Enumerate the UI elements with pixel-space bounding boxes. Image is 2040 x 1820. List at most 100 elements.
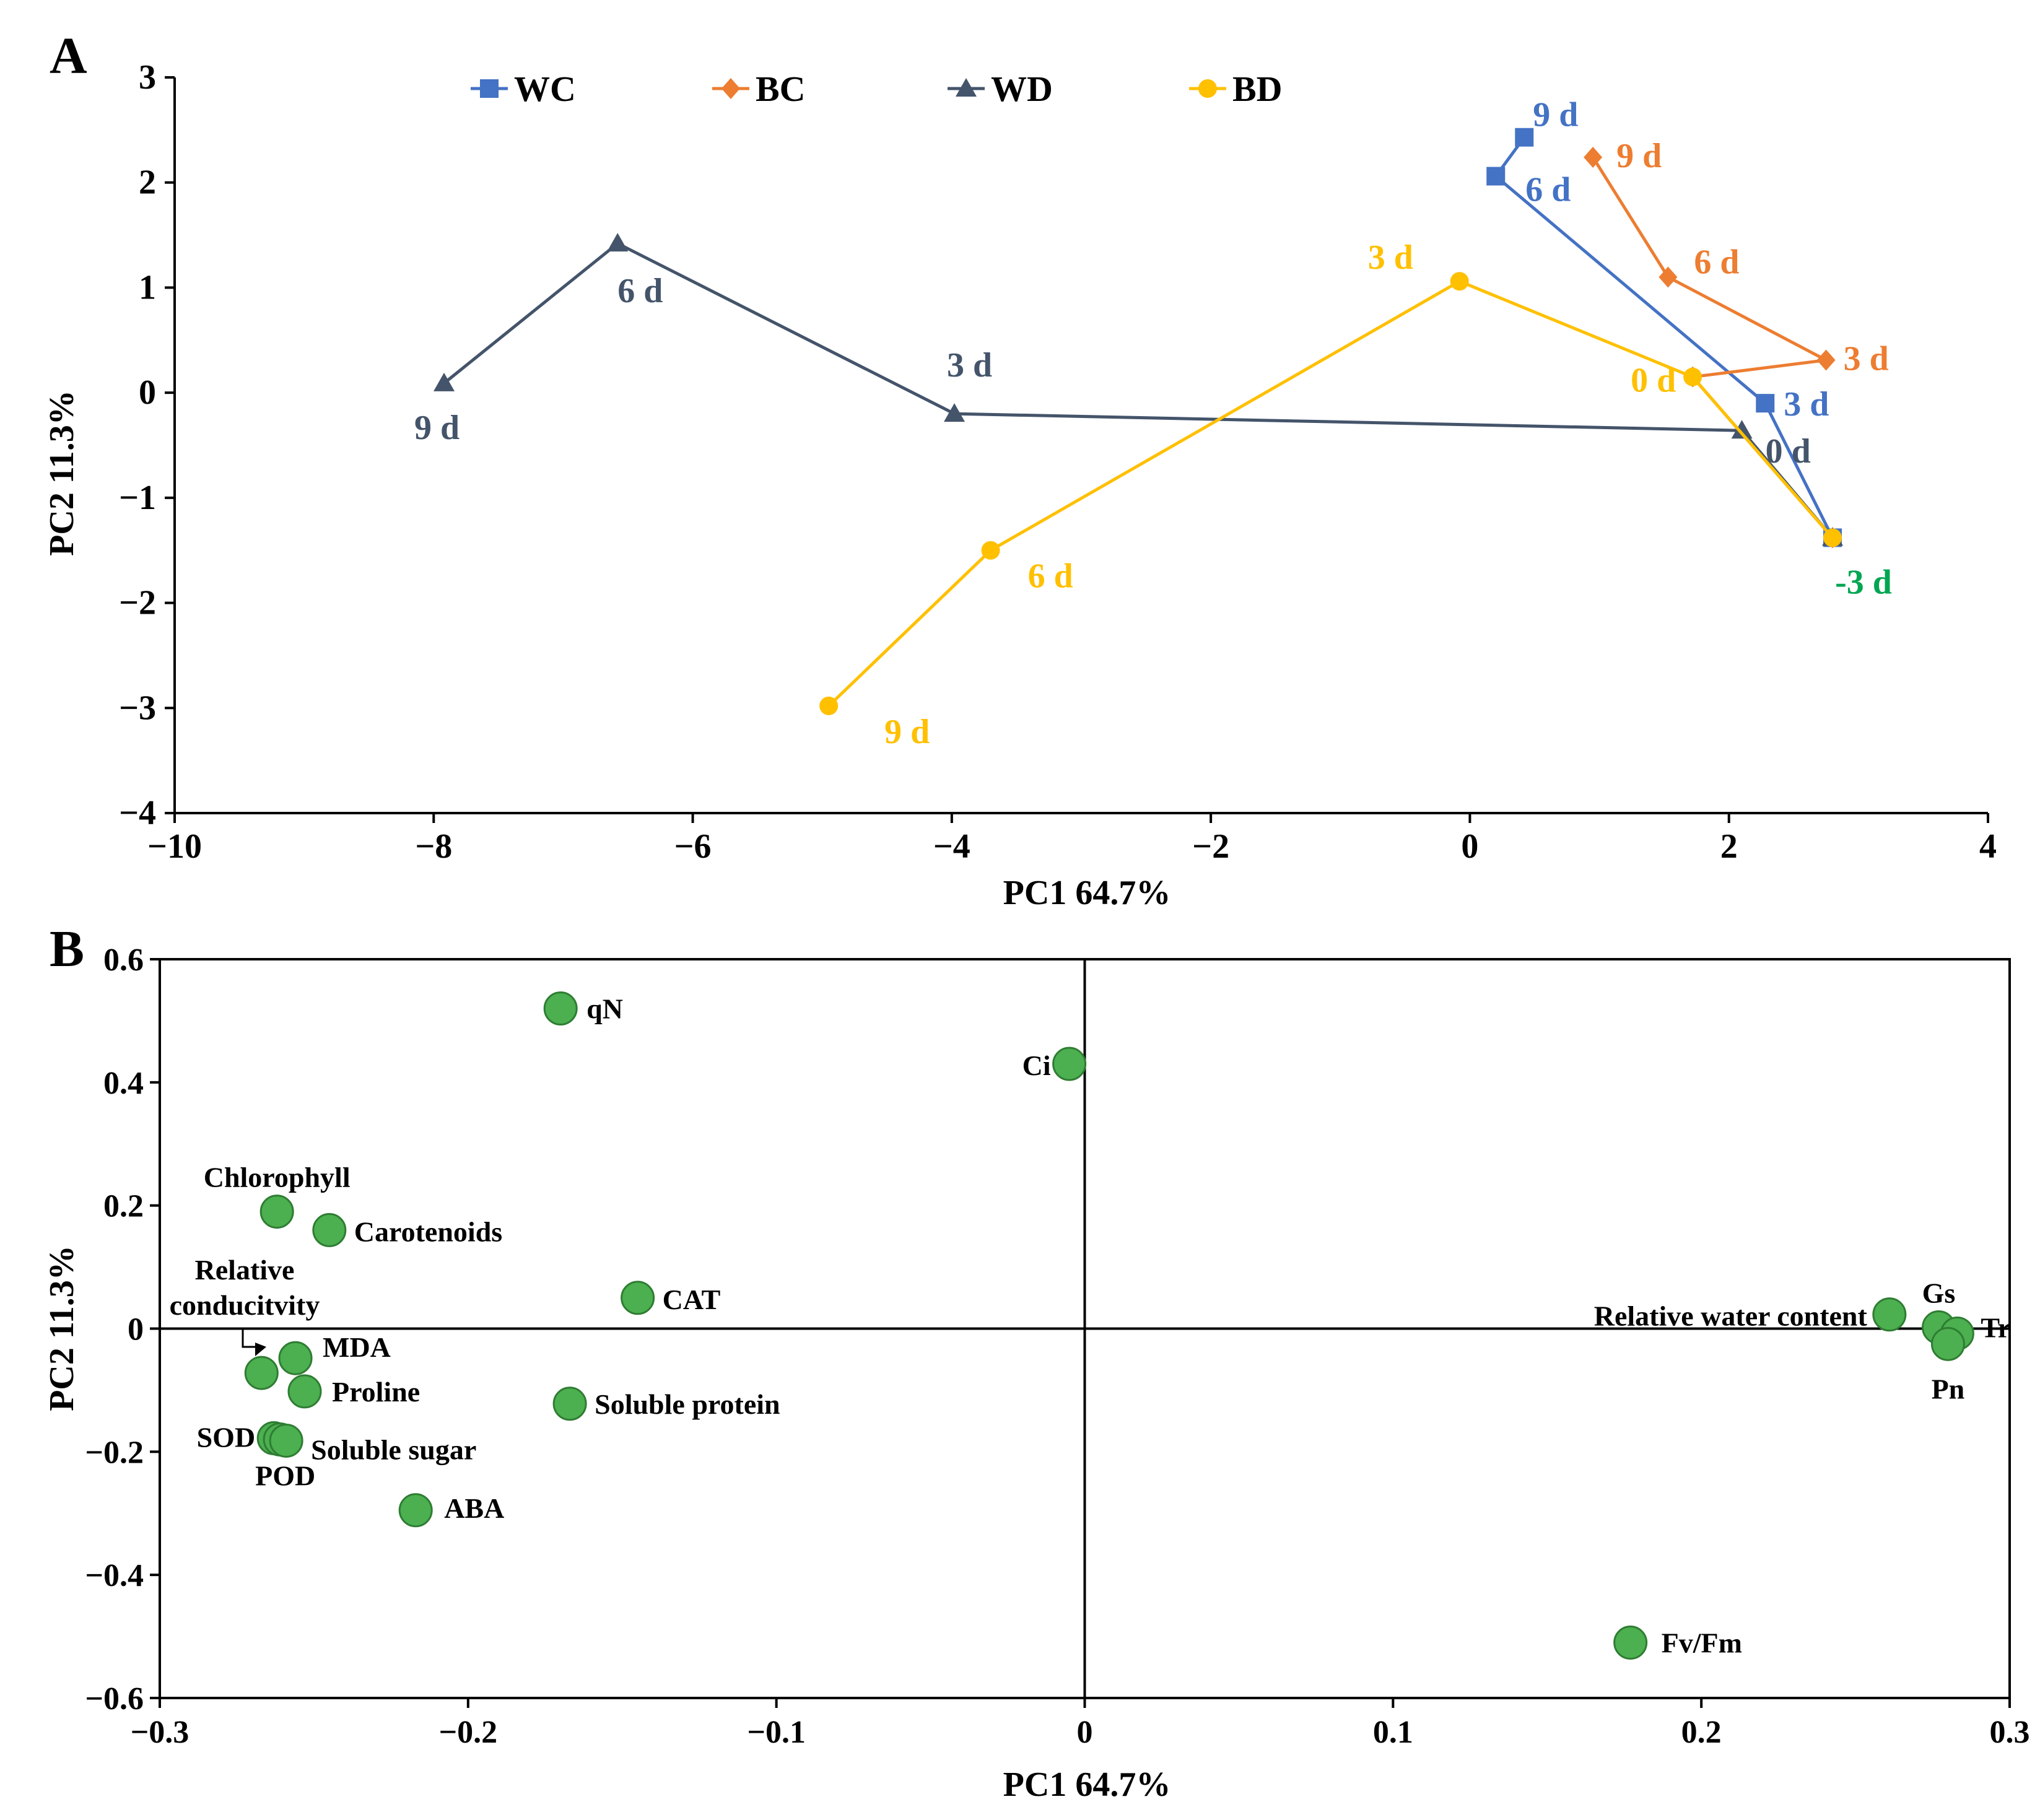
point-label-wc: 3 d <box>1784 385 1829 424</box>
point-label-wd: 3 d <box>947 346 992 385</box>
loading-label: Carotenoids <box>354 1216 502 1247</box>
panel-a-x-tick-label: −8 <box>415 827 452 866</box>
loading-label: Tr <box>1981 1312 2010 1343</box>
point-label-wc: 6 d <box>1525 171 1571 209</box>
panel-a-x-axis-label: PC1 64.7% <box>1003 874 1171 912</box>
point-label-wc: 9 d <box>1533 96 1578 134</box>
point-label-bd: 6 d <box>1028 557 1073 596</box>
panel-b-x-tick-label: −0.1 <box>747 1715 806 1750</box>
loading-label: MDA <box>323 1331 391 1363</box>
loading-point <box>1053 1048 1086 1080</box>
loading-point <box>554 1388 586 1420</box>
label-leader-arrow <box>255 1343 266 1356</box>
marker-bd <box>1823 528 1842 547</box>
point-label-bc: 3 d <box>1844 340 1889 378</box>
marker-bc <box>1584 147 1602 168</box>
loading-point <box>313 1214 346 1246</box>
point-label-bc: 6 d <box>1694 243 1739 281</box>
loading-point <box>622 1282 654 1314</box>
marker-wc <box>1756 394 1774 412</box>
loading-point <box>1932 1328 1964 1360</box>
marker-bd <box>819 697 838 715</box>
loading-label: Relative <box>195 1254 295 1286</box>
point-label-bd: 9 d <box>884 713 930 751</box>
marker-bc <box>1817 350 1836 371</box>
panel-a-x-tick-label: −6 <box>674 827 712 866</box>
panel-b-y-axis-label: PC2 11.3% <box>43 1245 81 1411</box>
legend-marker-bd <box>1198 79 1217 98</box>
marker-bd <box>982 541 1000 560</box>
point-label-wd: 9 d <box>414 409 460 447</box>
loading-label: Relative water content <box>1594 1300 1868 1332</box>
panel-a-y-tick-label: −4 <box>119 794 156 832</box>
panel-b: B −0.3 −0.2 −0.1 0 0.1 0.2 0.3−0.6−0.4−0.200.2… <box>43 920 2030 1804</box>
panel-b-y-tick-label: −0.4 <box>85 1558 144 1593</box>
loading-point <box>245 1357 277 1389</box>
legend-marker-wc <box>480 79 499 98</box>
legend-label-bd: BD <box>1232 69 1283 109</box>
marker-bd <box>1683 368 1702 386</box>
series-line-bc <box>1593 157 1833 538</box>
point-label-bc: 9 d <box>1616 137 1662 175</box>
panel-a-y-tick-label: 2 <box>139 163 156 202</box>
panel-b-x-tick-label: 0.2 <box>1681 1715 1722 1750</box>
loading-label: Pn <box>1932 1373 1965 1404</box>
panel-a-y-tick-label: −2 <box>119 584 156 622</box>
loading-label: Fv/Fm <box>1662 1627 1742 1659</box>
point-label-bd: 3 d <box>1368 238 1413 277</box>
figure: A −10 −8 −6 −4 −2 0 2 4−4−3−2−10123 3 d6 d9 d3 … <box>0 0 2040 1820</box>
panel-b-letter: B <box>50 920 84 978</box>
loading-point <box>261 1196 293 1228</box>
loading-label: SOD <box>197 1421 256 1453</box>
loading-label: Chlorophyll <box>204 1162 351 1193</box>
series-line-bd <box>829 281 1833 706</box>
panel-b-y-tick-label: 0.2 <box>103 1189 144 1224</box>
loading-point <box>1873 1299 1906 1331</box>
panel-a-y-tick-label: 0 <box>139 373 156 412</box>
panel-a-series <box>434 128 1843 715</box>
panel-b-x-axis-label: PC1 64.7% <box>1003 1766 1171 1804</box>
start-point-label: -3 d <box>1835 563 1892 601</box>
panel-a-x-tick-label: −10 <box>147 827 202 866</box>
loading-label: ABA <box>444 1492 504 1524</box>
loading-point <box>270 1424 302 1456</box>
legend-label-wc: WC <box>514 69 576 109</box>
marker-wd <box>607 233 628 251</box>
marker-bc <box>1659 266 1677 287</box>
loading-label: Soluble protein <box>595 1388 780 1420</box>
point-label-wd: 0 d <box>1766 432 1811 471</box>
loading-label: Ci <box>1022 1050 1051 1081</box>
panel-a-x-tick-label: 4 <box>1979 827 1997 866</box>
panel-a-axes <box>165 77 1988 823</box>
loading-point <box>289 1375 321 1408</box>
legend-marker-bc <box>721 78 740 99</box>
loading-point <box>1615 1627 1647 1659</box>
loading-point <box>544 993 577 1025</box>
panel-b-y-tick-label: −0.2 <box>85 1435 144 1470</box>
panel-a-x-tick-label: −2 <box>1192 827 1229 866</box>
marker-bd <box>1450 272 1469 290</box>
panel-a-y-tick-label: 1 <box>139 268 156 307</box>
panel-a-point-labels: 3 d 6 d 9 d 3 d 6 d 9 d 0 d 3 d 6 d 9 d 0 d 3 d 6 d 9… <box>414 96 1892 751</box>
marker-wc <box>1486 167 1505 186</box>
panel-a-x-tick-label: 0 <box>1461 827 1478 866</box>
loading-label: conducitvity <box>170 1289 320 1321</box>
loading-point <box>399 1494 432 1526</box>
legend-label-wd: WD <box>991 69 1053 109</box>
panel-a-y-tick-label: −1 <box>119 479 156 517</box>
panel-b-y-tick-label: 0 <box>128 1312 144 1348</box>
panel-a-y-tick-label: 3 <box>139 58 156 97</box>
point-label-bd: 0 d <box>1631 362 1676 400</box>
panel-a-y-tick-label: −3 <box>119 689 156 727</box>
panel-b-y-tick-label: 0.4 <box>103 1066 144 1101</box>
loading-point <box>279 1342 312 1374</box>
loading-label: Proline <box>332 1376 420 1408</box>
panel-b-x-tick-label: 0.1 <box>1373 1715 1413 1750</box>
panel-b-x-tick-label: −0.2 <box>439 1715 498 1750</box>
panel-a-x-tick-label: −4 <box>933 827 970 866</box>
panel-a-y-axis-label: PC2 11.3% <box>43 390 81 556</box>
loading-label: CAT <box>663 1284 721 1315</box>
panel-b-y-tick-label: −0.6 <box>85 1681 144 1717</box>
